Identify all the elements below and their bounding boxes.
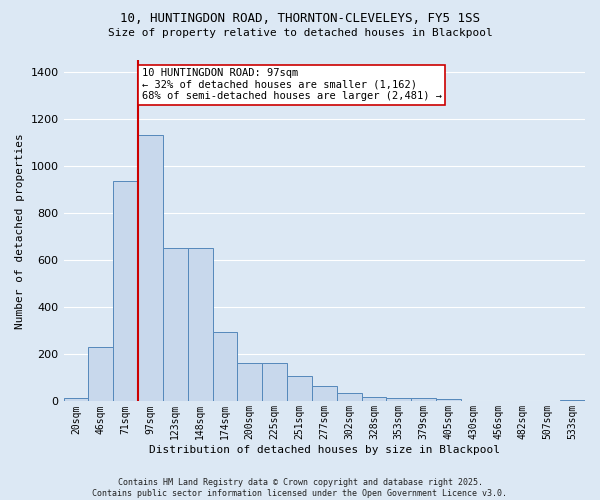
Text: 10 HUNTINGDON ROAD: 97sqm
← 32% of detached houses are smaller (1,162)
68% of se: 10 HUNTINGDON ROAD: 97sqm ← 32% of detac… bbox=[142, 68, 442, 102]
Bar bbox=[262, 362, 287, 402]
Text: Size of property relative to detached houses in Blackpool: Size of property relative to detached ho… bbox=[107, 28, 493, 38]
Bar bbox=[436, 399, 461, 402]
Bar bbox=[560, 400, 585, 402]
Text: Contains HM Land Registry data © Crown copyright and database right 2025.
Contai: Contains HM Land Registry data © Crown c… bbox=[92, 478, 508, 498]
Bar bbox=[362, 396, 386, 402]
Bar bbox=[386, 398, 411, 402]
Bar bbox=[312, 386, 337, 402]
Bar bbox=[287, 376, 312, 402]
Bar bbox=[163, 248, 188, 402]
Bar bbox=[188, 248, 212, 402]
Bar bbox=[138, 136, 163, 402]
Bar bbox=[113, 182, 138, 402]
Bar bbox=[88, 348, 113, 402]
Y-axis label: Number of detached properties: Number of detached properties bbox=[15, 133, 25, 328]
Text: 10, HUNTINGDON ROAD, THORNTON-CLEVELEYS, FY5 1SS: 10, HUNTINGDON ROAD, THORNTON-CLEVELEYS,… bbox=[120, 12, 480, 26]
Bar bbox=[212, 332, 238, 402]
Bar bbox=[337, 393, 362, 402]
Bar bbox=[64, 398, 88, 402]
Bar bbox=[238, 362, 262, 402]
X-axis label: Distribution of detached houses by size in Blackpool: Distribution of detached houses by size … bbox=[149, 445, 500, 455]
Bar bbox=[411, 398, 436, 402]
